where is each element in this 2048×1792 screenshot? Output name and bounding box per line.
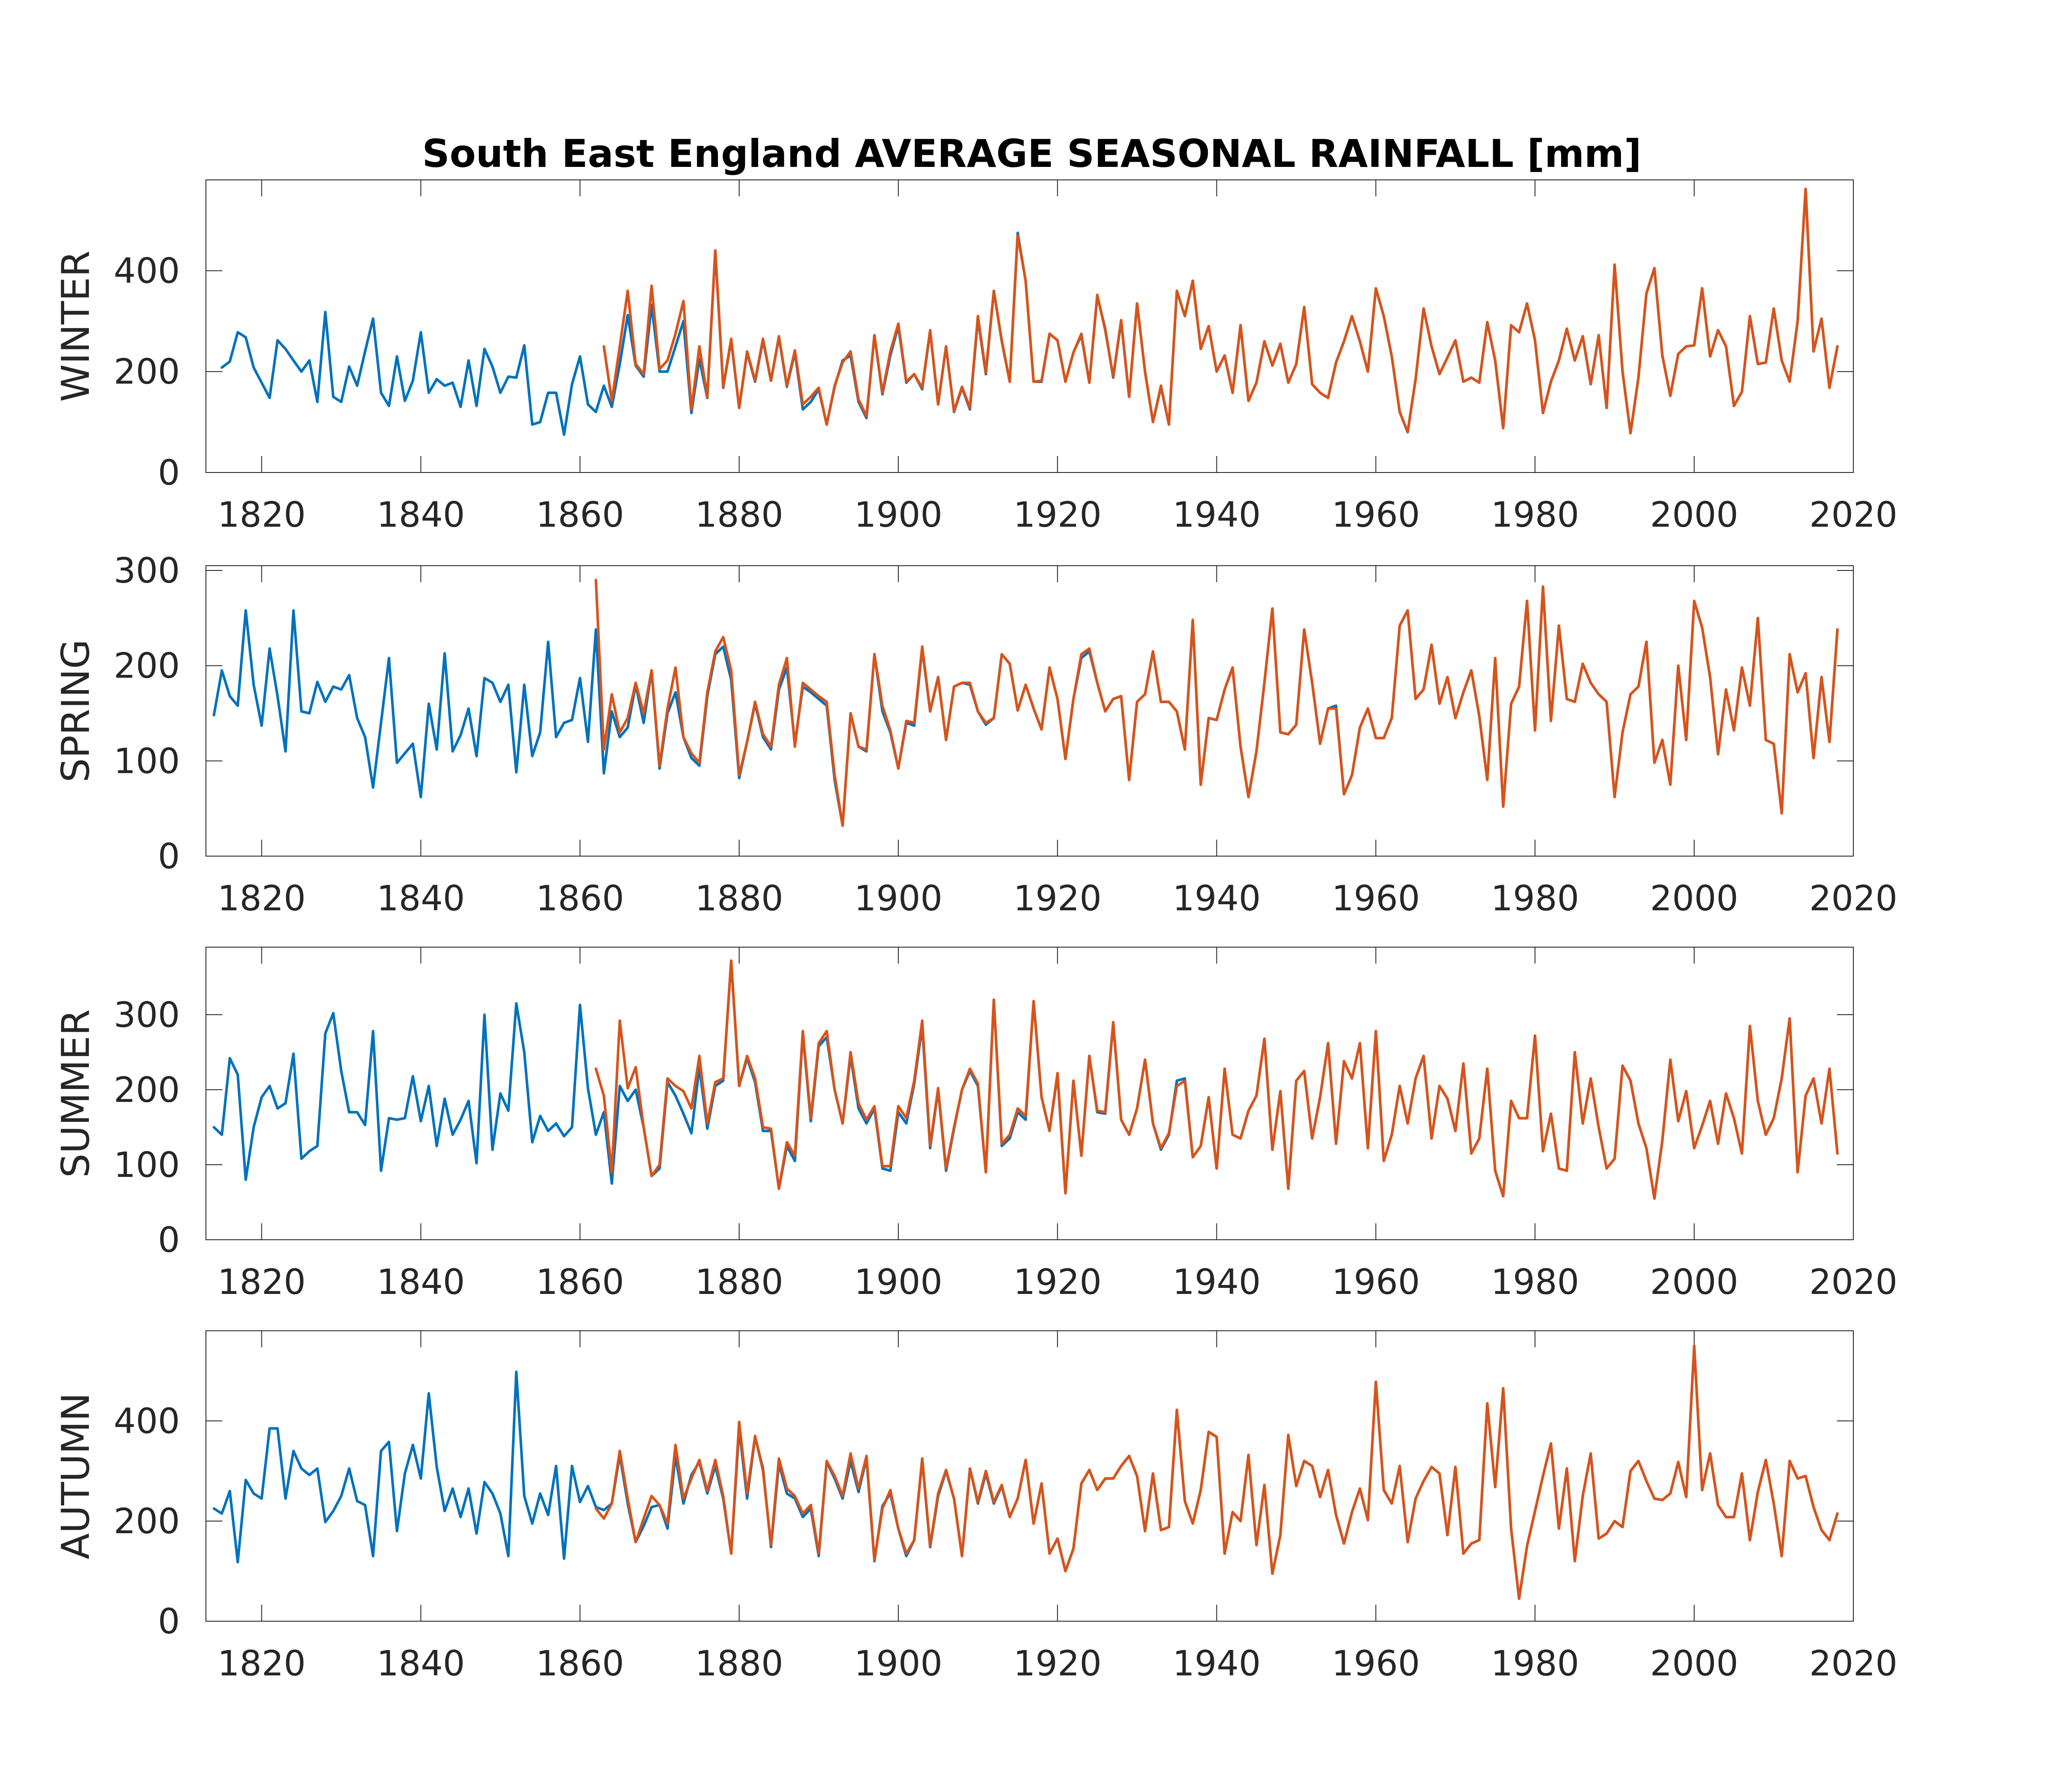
x-tick-label: 1980 <box>1491 495 1579 535</box>
x-tick-label: 1960 <box>1332 495 1420 535</box>
x-tick-label: 1840 <box>377 495 465 535</box>
x-tick-label: 1820 <box>218 878 306 919</box>
panel-summer: 1820 1840 1860 1880 1900 1920 1940 1960 1980 2000… <box>53 947 1898 1302</box>
x-tick-label: 1900 <box>854 878 942 919</box>
x-tick-label: 1860 <box>536 878 624 919</box>
chart-title: South East England AVERAGE SEASONAL RAIN… <box>422 131 1641 176</box>
x-tick-label: 1940 <box>1173 1643 1261 1684</box>
y-tick-label: 200 <box>114 352 180 392</box>
x-tick-label: 1840 <box>377 1643 465 1684</box>
x-tick-label: 1820 <box>218 1643 306 1684</box>
series-line-2 <box>594 959 1839 1200</box>
x-tick-label: 1900 <box>854 1643 942 1684</box>
x-tick-label: 2000 <box>1650 1643 1738 1684</box>
x-tick-label: 1860 <box>536 495 624 535</box>
panel-autumn: 1820 1840 1860 1880 1900 1920 1940 1960 1980 2000… <box>53 1330 1898 1684</box>
y-tick-label: 300 <box>114 995 180 1035</box>
y-tick-label: 200 <box>114 646 180 686</box>
x-tick-label: 1960 <box>1332 1262 1420 1302</box>
y-axis-label: WINTER <box>53 251 98 402</box>
x-tick-label: 1940 <box>1173 495 1261 535</box>
y-axis-label: AUTUMN <box>53 1393 98 1560</box>
x-tick-label: 1920 <box>1013 878 1102 919</box>
x-tick-label: 1900 <box>854 1262 942 1302</box>
series-line-2 <box>594 579 1839 827</box>
x-tick-label: 1920 <box>1013 495 1102 535</box>
x-tick-label: 1840 <box>377 878 465 919</box>
x-tick-label: 1860 <box>536 1643 624 1684</box>
x-tick-label: 1880 <box>695 495 783 535</box>
x-tick-label: 1980 <box>1491 1262 1579 1302</box>
x-tick-label: 1920 <box>1013 1643 1102 1684</box>
panels-container: 1820 1840 1860 1880 1900 1920 1940 1960 1980 2000… <box>53 179 1898 1684</box>
axes-box <box>205 947 1854 1240</box>
x-tick-label: 2000 <box>1650 1262 1738 1302</box>
y-tick-label: 100 <box>114 1145 180 1185</box>
x-tick-label: 1880 <box>695 1643 783 1684</box>
x-tick-label: 1960 <box>1332 1643 1420 1684</box>
x-tick-label: 1820 <box>218 495 306 535</box>
x-tick-label: 2020 <box>1809 495 1898 535</box>
x-tick-label: 1940 <box>1173 1262 1261 1302</box>
x-tick-label: 2020 <box>1809 878 1898 919</box>
x-tick-label: 2000 <box>1650 495 1738 535</box>
y-tick-label: 100 <box>114 741 180 781</box>
y-tick-label: 400 <box>114 1401 180 1441</box>
panel-spring: 1820 1840 1860 1880 1900 1920 1940 1960 1980 2000… <box>53 551 1898 919</box>
x-tick-label: 1860 <box>536 1262 624 1302</box>
x-tick-label: 1880 <box>695 878 783 919</box>
y-tick-label: 400 <box>114 251 180 291</box>
series-line-2 <box>602 187 1839 435</box>
panel-winter: 1820 1840 1860 1880 1900 1920 1940 1960 1980 2000… <box>53 179 1898 535</box>
y-tick-label: 0 <box>158 453 180 493</box>
axes-box <box>205 565 1854 857</box>
y-tick-label: 0 <box>158 1601 180 1642</box>
y-tick-label: 200 <box>114 1070 180 1110</box>
x-tick-label: 1900 <box>854 495 942 535</box>
x-tick-label: 1840 <box>377 1262 465 1302</box>
axes-box <box>205 1330 1854 1622</box>
y-axis-label: SUMMER <box>53 1009 98 1178</box>
y-tick-label: 0 <box>158 1220 180 1260</box>
y-tick-label: 300 <box>114 551 180 591</box>
x-tick-label: 1880 <box>695 1262 783 1302</box>
x-tick-label: 1940 <box>1173 878 1261 919</box>
x-tick-label: 1980 <box>1491 878 1579 919</box>
x-tick-label: 1920 <box>1013 1262 1102 1302</box>
y-tick-label: 0 <box>158 836 180 876</box>
series-line-2 <box>594 1344 1839 1600</box>
x-tick-label: 2020 <box>1809 1643 1898 1684</box>
x-tick-label: 1980 <box>1491 1643 1579 1684</box>
axes-box <box>205 179 1854 473</box>
y-tick-label: 200 <box>114 1501 180 1541</box>
y-axis-label: SPRING <box>53 639 98 782</box>
x-tick-label: 1960 <box>1332 878 1420 919</box>
x-tick-label: 2000 <box>1650 878 1738 919</box>
x-tick-label: 1820 <box>218 1262 306 1302</box>
x-tick-label: 2020 <box>1809 1262 1898 1302</box>
